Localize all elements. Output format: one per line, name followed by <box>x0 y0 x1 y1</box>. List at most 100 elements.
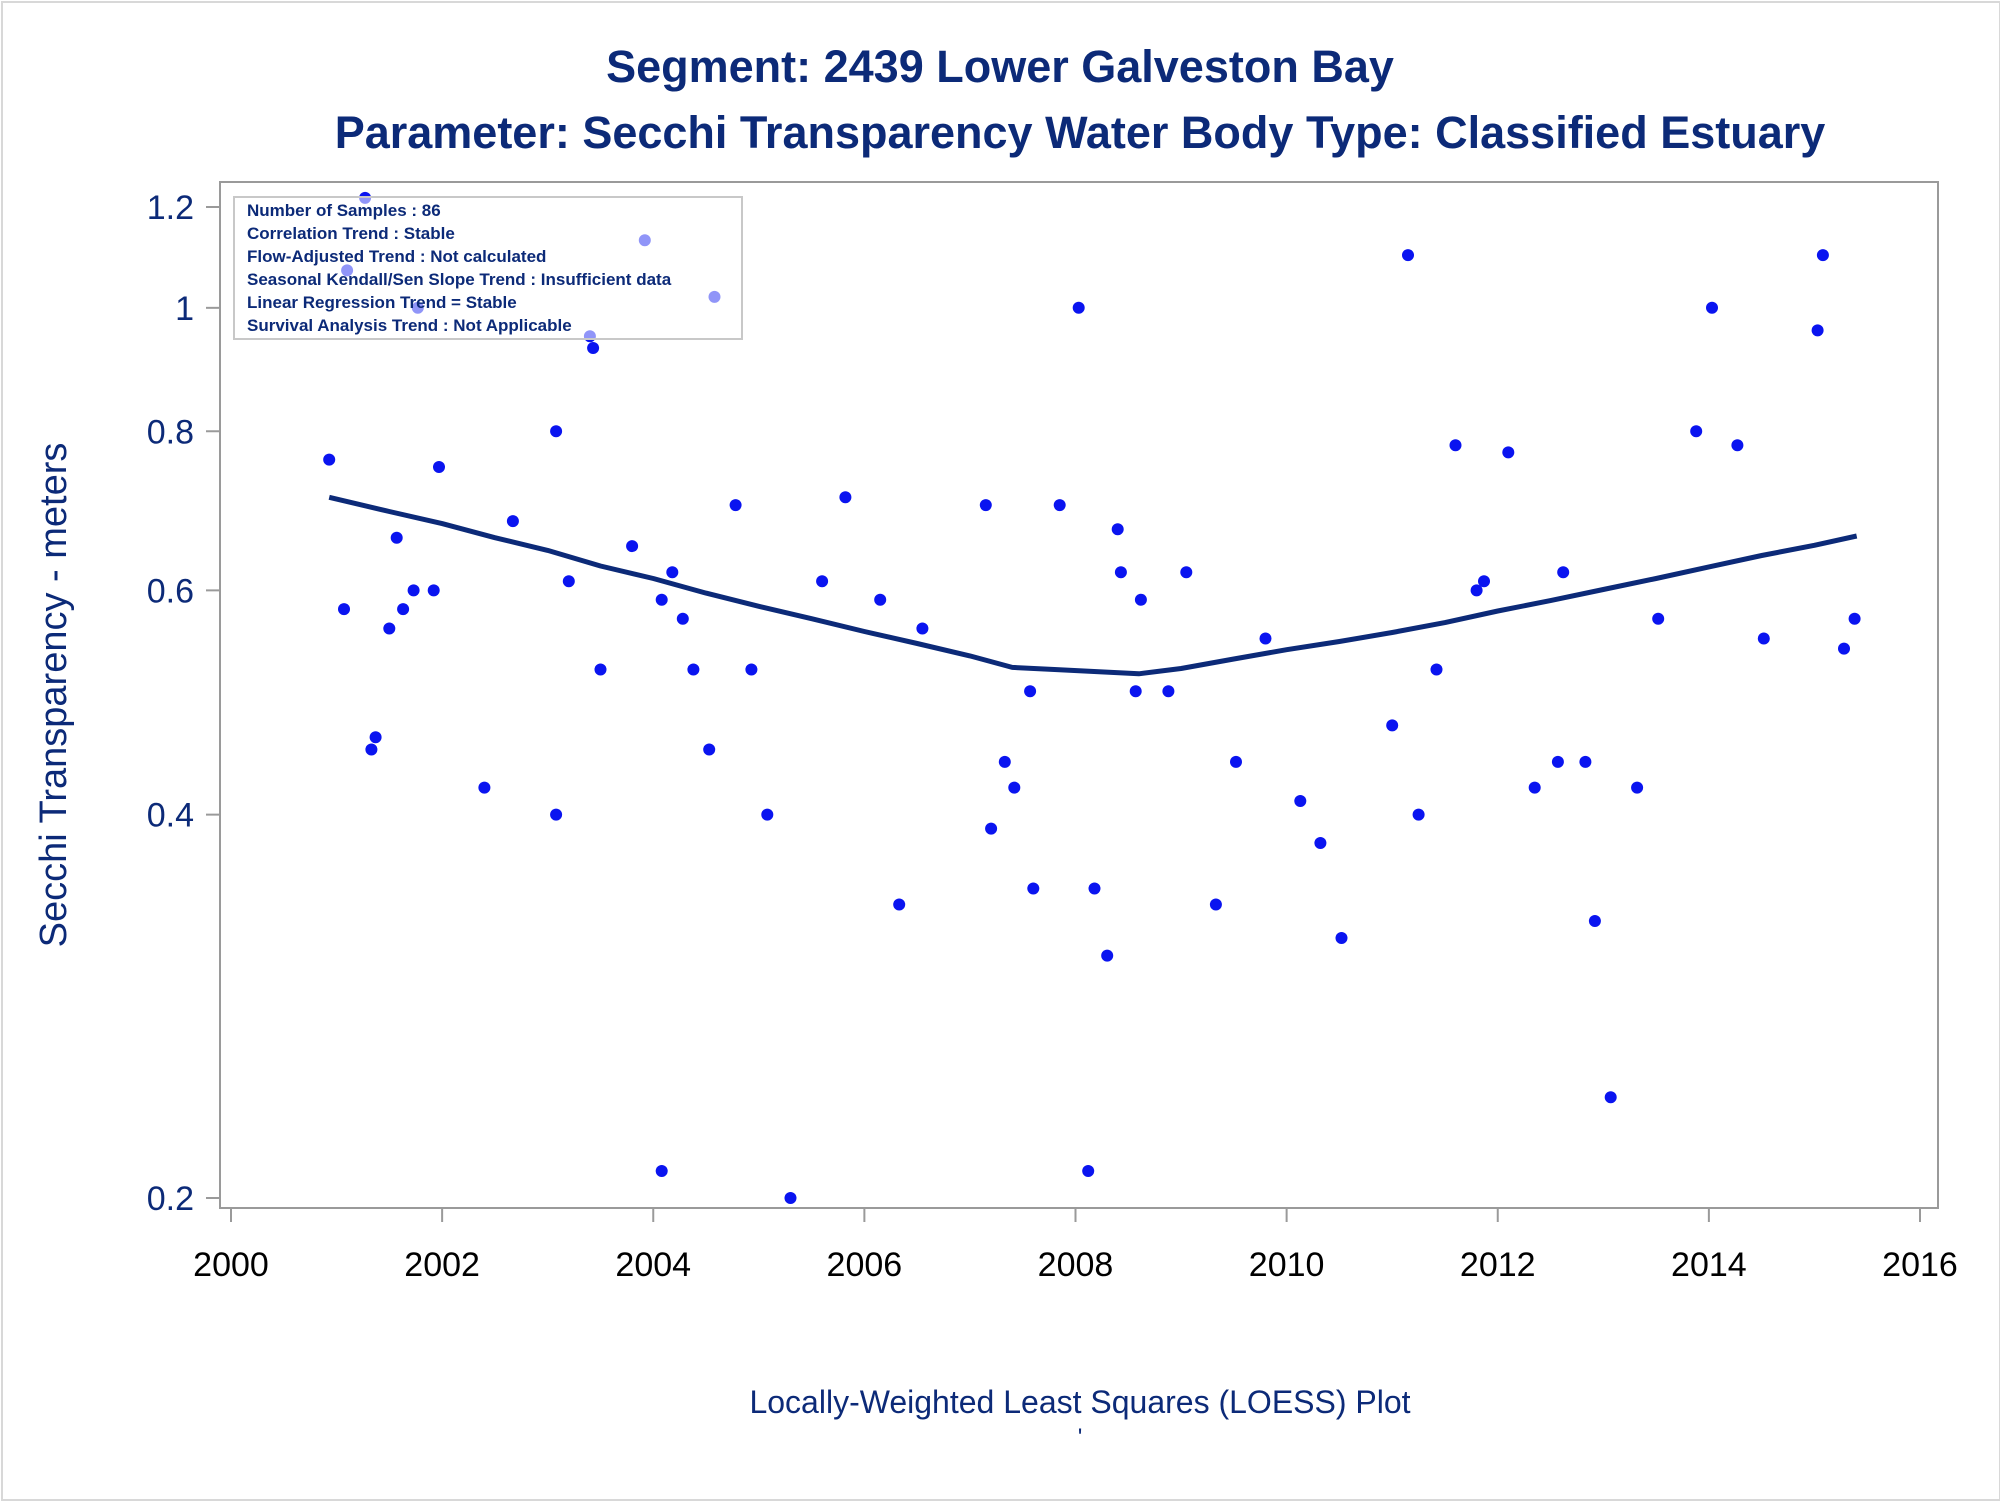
footnote-mark: ' <box>1078 1424 1083 1451</box>
data-point <box>1706 301 1718 314</box>
x-tick-label: 2016 <box>1882 1246 1958 1284</box>
trend-info-line: Survival Analysis Trend : Not Applicable <box>247 316 572 335</box>
data-point <box>1412 808 1425 821</box>
y-tick-label: 1 <box>175 290 194 328</box>
data-point <box>1838 642 1850 655</box>
trend-info-line: Seasonal Kendall/Sen Slope Trend : Insuf… <box>247 270 672 289</box>
x-tick-label: 2000 <box>193 1246 269 1284</box>
data-point <box>1604 1091 1617 1104</box>
data-point <box>1134 593 1147 606</box>
data-point <box>1402 249 1414 262</box>
data-point <box>1631 781 1644 794</box>
data-point <box>1848 612 1861 625</box>
data-point <box>655 1165 668 1177</box>
data-point <box>1811 324 1824 337</box>
data-point <box>1209 898 1222 911</box>
data-point <box>1502 446 1515 459</box>
data-point <box>1294 795 1307 807</box>
data-point <box>550 808 563 821</box>
x-tick-label: 2002 <box>404 1246 480 1284</box>
data-point <box>745 663 758 676</box>
data-point <box>594 663 607 676</box>
data-point <box>1162 685 1175 698</box>
data-point <box>784 1192 797 1204</box>
data-point <box>478 781 491 794</box>
data-point <box>1335 932 1348 944</box>
data-point <box>1027 882 1040 895</box>
data-point <box>1101 949 1114 962</box>
data-point <box>1008 781 1021 794</box>
trend-info-box: Number of Samples : 86 Correlation Trend … <box>233 196 743 340</box>
data-point <box>1690 425 1703 438</box>
data-point <box>1088 882 1101 895</box>
data-point <box>1449 439 1462 452</box>
data-point <box>338 603 350 616</box>
y-tick-label: 0.6 <box>147 572 194 610</box>
data-point <box>323 453 336 466</box>
x-tick-label: 2014 <box>1671 1246 1747 1284</box>
data-point <box>587 342 600 354</box>
data-point <box>1072 301 1085 314</box>
data-point <box>390 531 403 544</box>
data-point <box>383 622 396 635</box>
data-point <box>1180 566 1193 579</box>
data-point <box>1470 584 1483 597</box>
data-point <box>1557 566 1570 579</box>
data-point <box>666 566 679 579</box>
data-point <box>1757 632 1770 645</box>
data-point <box>839 491 852 504</box>
data-point <box>562 575 575 588</box>
data-point <box>1579 755 1592 768</box>
y-tick-label: 0.4 <box>147 797 194 835</box>
data-point <box>1230 755 1242 768</box>
trend-info-line: Correlation Trend : Stable <box>247 224 455 243</box>
data-point <box>397 603 410 616</box>
data-point <box>1478 575 1490 588</box>
data-point <box>1111 523 1124 536</box>
x-tick-label: 2006 <box>827 1246 903 1284</box>
y-tick-label: 1.2 <box>147 189 194 227</box>
data-point <box>1652 612 1665 625</box>
data-point <box>1114 566 1127 579</box>
data-point <box>998 755 1011 768</box>
data-point <box>1386 719 1399 732</box>
scatter-points <box>323 191 1861 1204</box>
data-point <box>676 612 689 625</box>
data-point <box>1430 663 1443 676</box>
chart-subtitle: Parameter: Secchi Transparency Water Bod… <box>335 107 1826 158</box>
x-tick-label: 2010 <box>1249 1246 1325 1284</box>
data-point <box>626 540 639 553</box>
data-point <box>761 808 774 821</box>
data-point <box>365 743 378 756</box>
x-tick-label: 2008 <box>1038 1246 1114 1284</box>
data-point <box>916 622 929 635</box>
data-point <box>893 898 906 911</box>
y-axis-label: Secchi Transparency - meters <box>33 443 75 948</box>
data-point <box>979 499 992 512</box>
data-point <box>874 593 887 606</box>
data-point <box>1129 685 1142 698</box>
data-point <box>1528 781 1541 794</box>
y-axis: 0.2 0.4 0.6 0.8 1 1.2 <box>147 189 220 1218</box>
trend-info-line: Linear Regression Trend = Stable <box>247 293 517 312</box>
x-axis: 2000 2002 2004 2006 2008 2010 2012 2014 2016 <box>193 1207 1958 1284</box>
data-point <box>1816 249 1829 262</box>
data-point <box>427 584 440 597</box>
y-tick-label: 0.8 <box>147 413 194 451</box>
loess-line <box>328 494 1858 677</box>
data-point <box>1082 1165 1095 1177</box>
data-point <box>1314 837 1327 849</box>
x-tick-label: 2012 <box>1460 1246 1536 1284</box>
data-point <box>1551 755 1564 768</box>
data-point <box>506 515 519 528</box>
data-point <box>550 425 563 438</box>
data-point <box>729 499 742 512</box>
x-tick-label: 2004 <box>615 1246 691 1284</box>
data-point <box>816 575 829 588</box>
data-point <box>703 743 716 756</box>
y-tick-label: 0.2 <box>147 1180 194 1218</box>
data-point <box>433 461 445 473</box>
data-point <box>1259 632 1272 645</box>
trend-info-line: Number of Samples : 86 <box>247 201 441 220</box>
